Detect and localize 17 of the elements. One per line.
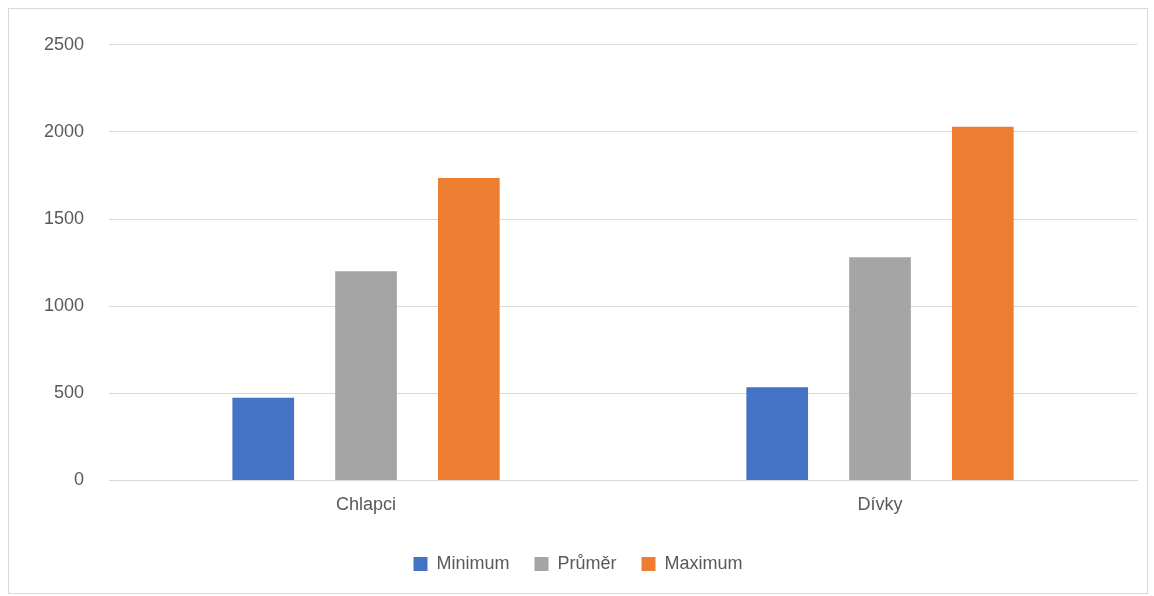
y-tick-label: 2500 [44,33,85,54]
legend-label: Minimum [436,552,510,573]
x-tick-label: Chlapci [336,494,397,515]
y-tick-label: 1000 [44,295,85,316]
y-tick-label: 500 [54,382,85,403]
bar [335,271,397,480]
bar [951,126,1014,480]
legend-label: Průměr [557,552,617,573]
bar [437,178,500,480]
y-tick-label: 2000 [44,120,85,141]
bar [746,387,809,480]
y-tick-label: 0 [74,469,85,490]
y-tick-label: 1500 [44,208,85,229]
legend-label: Maximum [664,552,743,573]
x-tick-label: Dívky [857,494,903,515]
bar [849,257,911,480]
bar [232,397,295,480]
